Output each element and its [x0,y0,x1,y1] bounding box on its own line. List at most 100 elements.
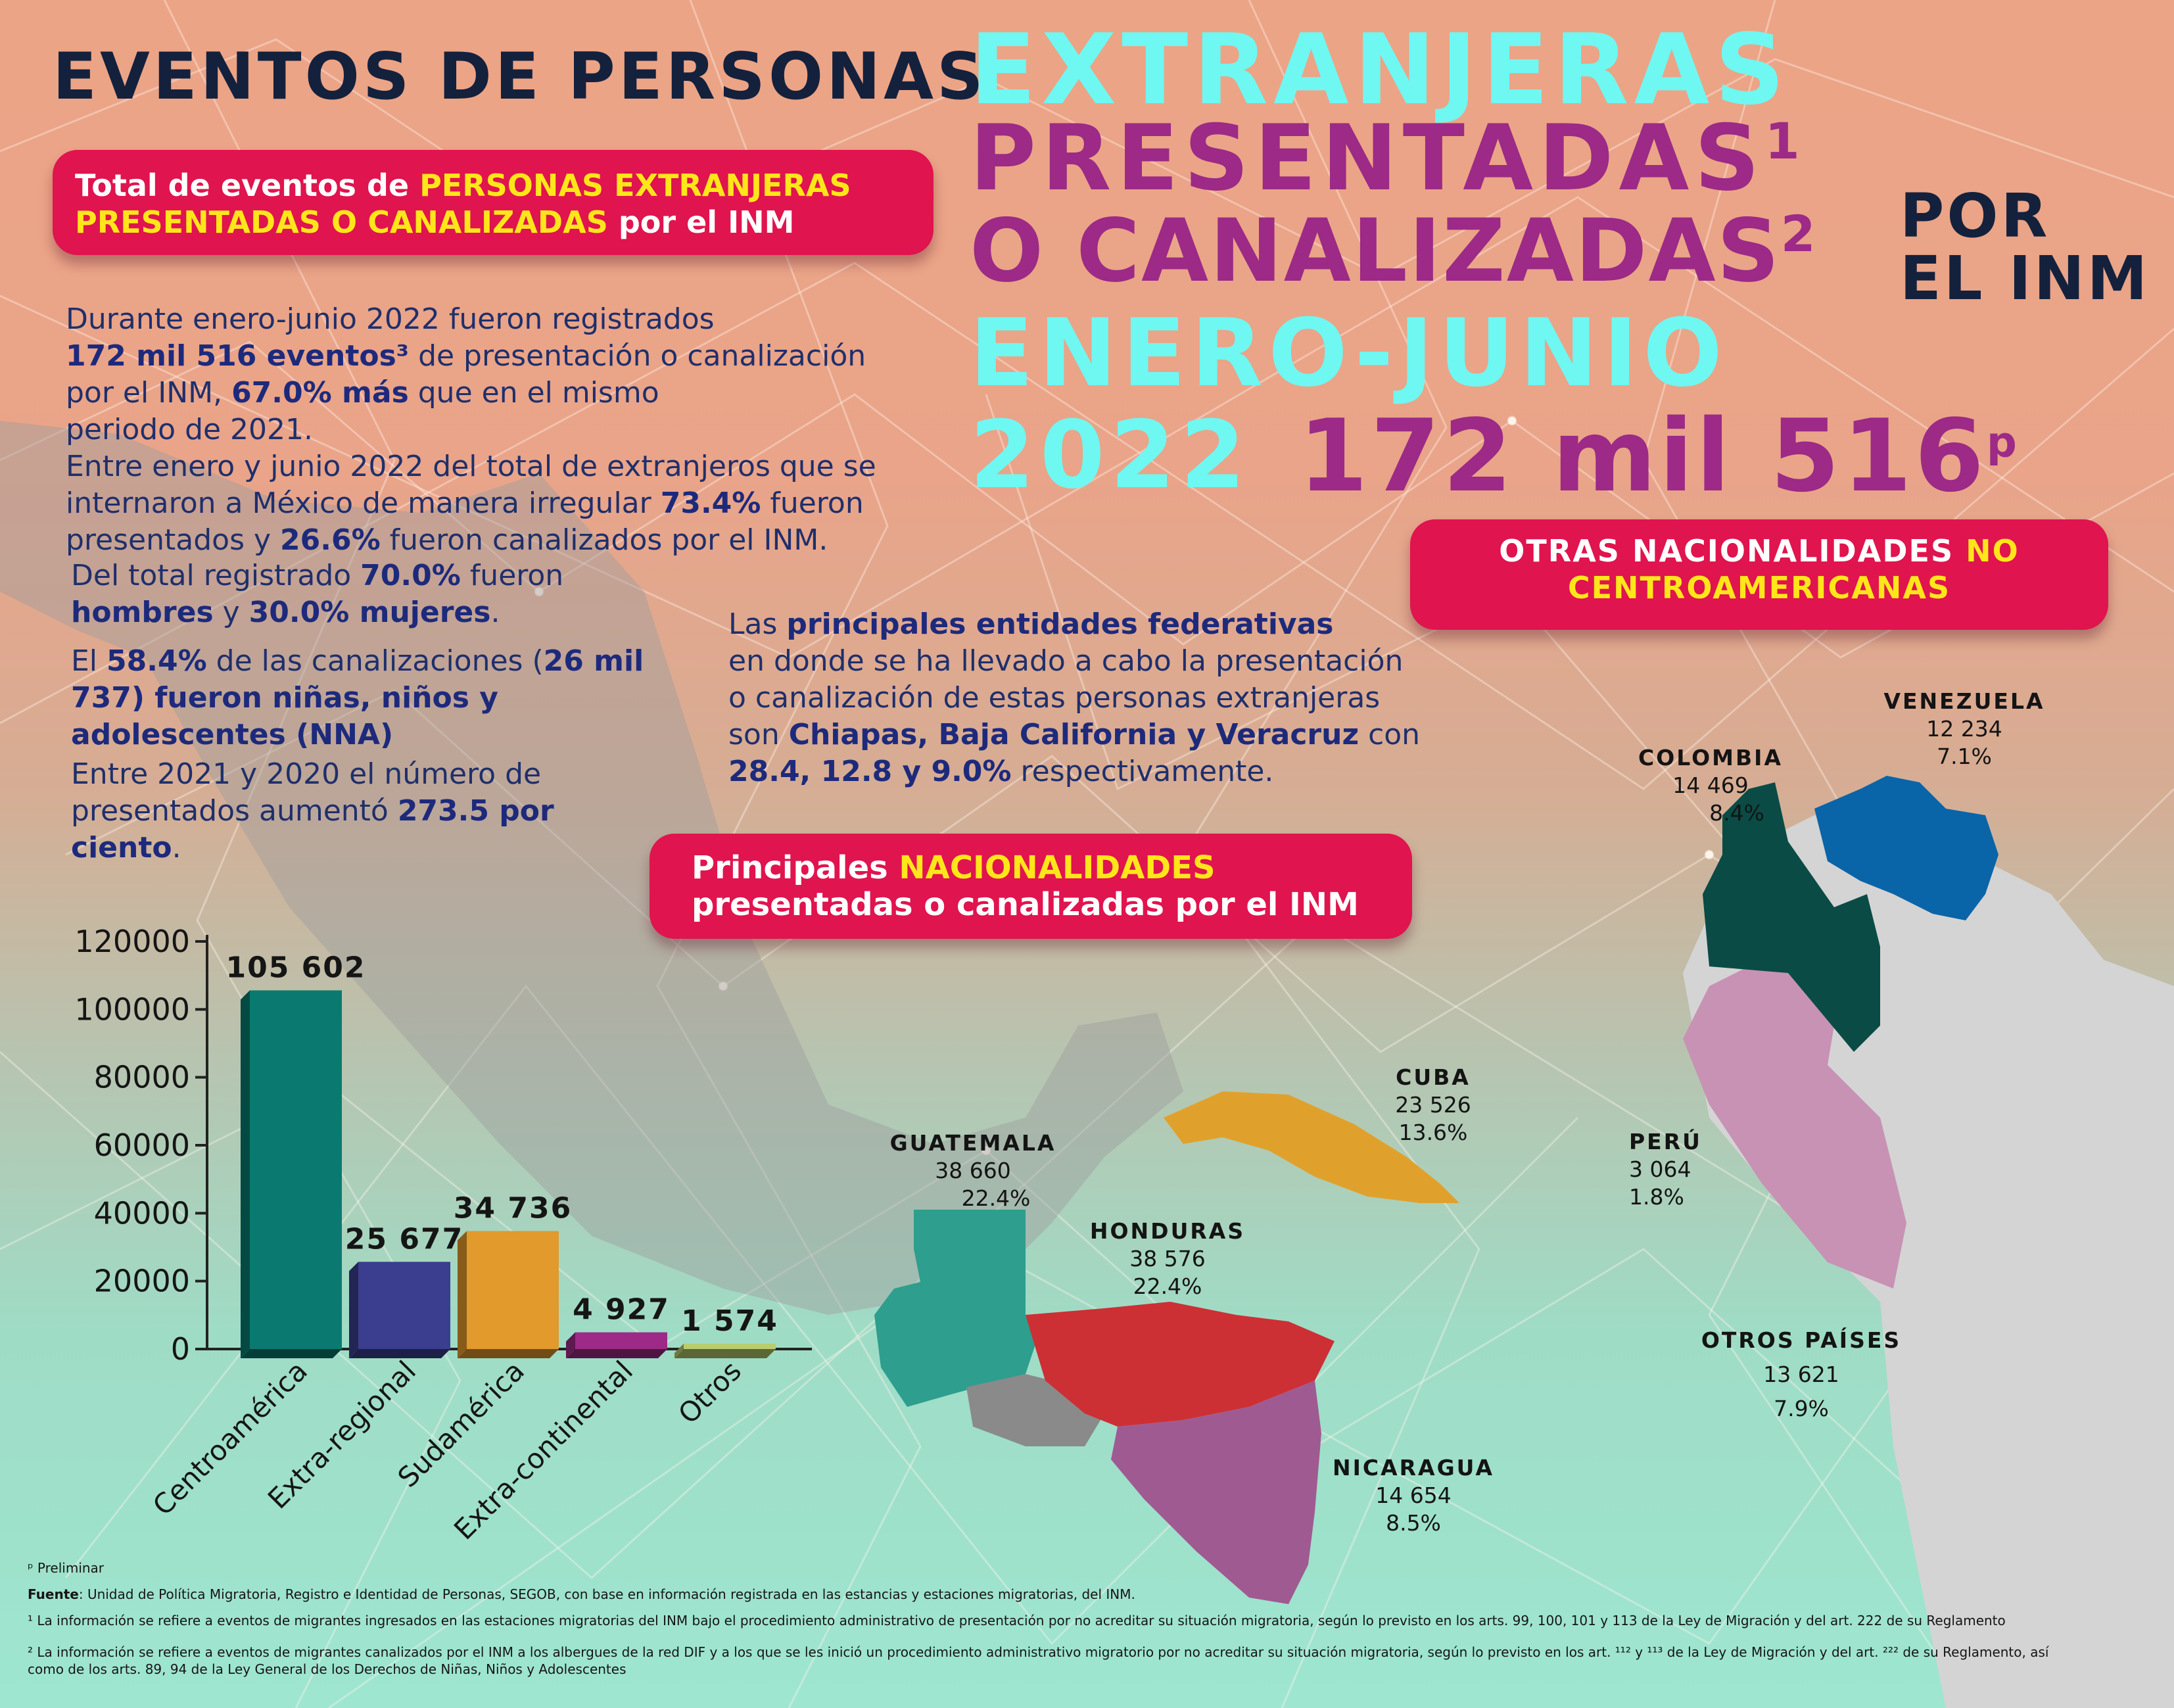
title-el-inm: EL INM [1900,243,2150,314]
total-pill-inm: INM [728,204,795,240]
p3-b: 70.0% [360,559,461,592]
p2-i: . [818,523,828,557]
total-events-pill: Total de eventos de PERSONAS EXTRANJERAS… [53,150,933,255]
p2-g: fueron canalizados por el [380,523,764,557]
p2-b: internaron a México de manera irregular [66,486,661,520]
otros-paises-value: 13 621 [1763,1362,1839,1387]
bar-side [241,990,250,1358]
y-tick-label: 40000 [94,1195,190,1231]
p2-f: 26.6% [280,523,381,557]
p5-c: 273.5 por [397,794,554,828]
title-total-text: 172 mil 516 [1298,398,1987,514]
total-pill-part2: por el [607,204,728,240]
p2-h: INM [763,523,819,557]
title-total: 172 mil 516p [1298,398,2020,514]
mexico-silhouette [0,421,1183,1315]
venezuela-pct: 7.1% [1937,744,1992,769]
bar-bottom [458,1349,559,1358]
y-tick-label: 100000 [74,991,190,1027]
bar [250,990,342,1349]
p6-f: Chiapas, Baja California y Veracruz [788,718,1359,751]
p1-e: INM [158,376,214,410]
p6-e: son [728,718,789,751]
p1-i: periodo de 2021. [66,413,314,446]
paragraph-6: Las principales entidades federativas en… [728,606,1517,790]
map-label-venezuela: VENEZUELA 12 234 7.1% [1866,688,2063,771]
fuente-text: : Unidad de Política Migratoria, Registr… [78,1586,1135,1602]
venezuela-shape [1814,776,1998,920]
other-nationalities-pill: OTRAS NACIONALIDADES NO CENTROAMERICANAS [1410,519,2108,630]
peru-value: 3 064 [1629,1156,1691,1182]
map-label-nicaragua: NICARAGUA 14 654 8.5% [1315,1454,1512,1537]
p4-d: 26 mil [543,644,644,678]
p2-a: Entre enero y junio 2022 del total de ex… [66,450,876,483]
guatemala-pct: 22.4% [961,1185,1031,1211]
title-line4-text: O CANALIZADAS [970,201,1781,302]
p4-b: 58.4% [106,644,207,678]
bar [358,1262,450,1349]
bar-bottom [566,1349,667,1358]
p6-g: con [1359,718,1421,751]
colombia-pct: 8.4% [1709,800,1764,826]
y-tick-label: 20000 [94,1264,190,1299]
cuba-name: CUBA [1396,1064,1471,1090]
paragraph-4: El 58.4% de las canalizaciones (26 mil 7… [71,643,663,753]
bar [575,1332,667,1349]
footnote-1: ¹ La información se refiere a eventos de… [28,1613,2006,1628]
y-tick-label: 80000 [94,1060,190,1095]
peru-name: PERÚ [1629,1129,1702,1154]
bar-value-label: 34 736 [454,1192,572,1225]
paragraph-1: Durante enero-junio 2022 fueron registra… [66,301,894,559]
bar-value-label: 105 602 [225,951,366,984]
otros-paises-name: OTROS PAÍSES [1701,1327,1902,1353]
footnote-preliminar: ᵖ Preliminar [28,1560,105,1576]
guatemala-name: GUATEMALA [889,1130,1056,1156]
p3-d: hombres [71,596,214,629]
map-label-colombia: COLOMBIA 14 469 8.4% [1612,744,1809,827]
title-line1: EVENTOS DE PERSONAS [53,39,987,114]
honduras-value: 38 576 [1129,1246,1206,1271]
nicaragua-name: NICARAGUA [1332,1455,1494,1481]
p2-c: 73.4% [660,486,761,520]
guatemala-shape [874,1210,1045,1407]
p1-h: que en el mismo [408,376,659,410]
p1-b: 172 mil 516 eventos³ [66,339,410,373]
bar [684,1343,776,1349]
colombia-value: 14 469 [1672,772,1749,798]
x-category-label: Otros [672,1354,747,1430]
peru-shape [1683,947,1906,1289]
total-pill-hl2: PRESENTADAS O CANALIZADAS [75,204,608,240]
p6-i: respectivamente. [1011,755,1274,788]
bar-bottom [674,1349,776,1358]
p6-d: o canalización de estas personas extranj… [728,681,1381,715]
venezuela-value: 12 234 [1926,716,2002,742]
p1-c: de presentación o canalización [409,339,866,373]
p2-d: fueron [761,486,864,520]
p3-f: 30.0% mujeres [248,596,491,629]
title-total-sup: p [1987,418,2020,467]
map-label-peru: PERÚ 3 064 1.8% [1629,1128,1721,1211]
p6-h: 28.4, 12.8 y 9.0% [728,755,1012,788]
colombia-name: COLOMBIA [1638,745,1783,771]
map-label-cuba: CUBA 23 526 13.6% [1335,1064,1532,1147]
footnote-fuente: Fuente: Unidad de Política Migratoria, R… [28,1586,1135,1603]
cuba-pct: 13.6% [1398,1120,1468,1145]
title-line4-sup: 2 [1780,204,1817,263]
p6-b: principales entidades federativas [786,607,1334,641]
p4-e: 737) fueron niñas, niños y [71,681,498,715]
map-label-guatemala: GUATEMALA 38 660 22.4% [868,1129,1078,1212]
peru-pct: 1.8% [1629,1184,1684,1210]
otras-pill-part1: OTRAS NACIONALIDADES [1499,533,1966,569]
p4-c: de las canalizaciones ( [206,644,544,678]
nat-pill-part1: Principales [692,849,899,886]
p6-a: Las [728,607,787,641]
honduras-pct: 22.4% [1133,1273,1202,1299]
p3-g: . [490,596,500,629]
otras-pill-hl1: NO [1966,533,2020,569]
nat-pill-hl: NACIONALIDADES [899,849,1216,886]
title-period1: ENERO-JUNIO [970,299,1728,408]
bar-value-label: 25 677 [345,1222,463,1256]
honduras-shape [1026,1302,1335,1427]
paragraph-3: Del total registrado 70.0% fueron hombre… [71,557,663,631]
title-period2: 2022 [970,401,1251,510]
